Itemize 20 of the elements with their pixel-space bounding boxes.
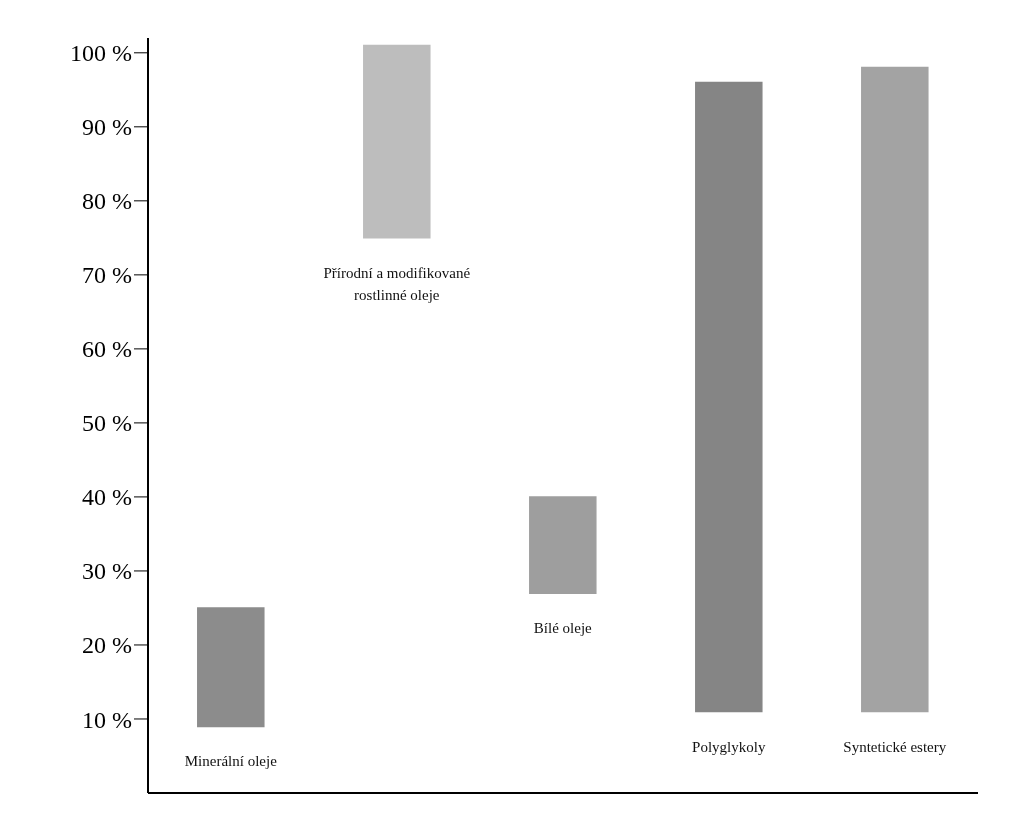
y-tick-label: 30 % <box>82 558 132 585</box>
bar <box>363 44 431 239</box>
bar <box>529 496 597 594</box>
x-tick-label: Syntetické estery <box>843 738 947 755</box>
y-tick-label: 20 % <box>82 632 132 659</box>
x-tick-label: Minerální oleje <box>184 753 278 770</box>
y-tick-label: 10 % <box>82 706 132 733</box>
y-tick-label: 70 % <box>82 262 132 289</box>
x-tick-label: Polyglykoly <box>692 738 766 755</box>
y-tick-label: 100 % <box>70 40 132 67</box>
y-tick-label: 40 % <box>82 484 132 511</box>
x-tick-label: Bílé oleje <box>533 620 593 637</box>
bar <box>861 66 929 713</box>
x-tick-label: Přírodní a modifikované rostlinné oleje <box>323 264 471 303</box>
bar <box>695 81 763 713</box>
y-tick-label: 80 % <box>82 188 132 215</box>
y-tick-label: 50 % <box>82 410 132 437</box>
y-tick-label: 90 % <box>82 114 132 141</box>
bar <box>197 607 265 728</box>
y-tick-label: 60 % <box>82 336 132 363</box>
